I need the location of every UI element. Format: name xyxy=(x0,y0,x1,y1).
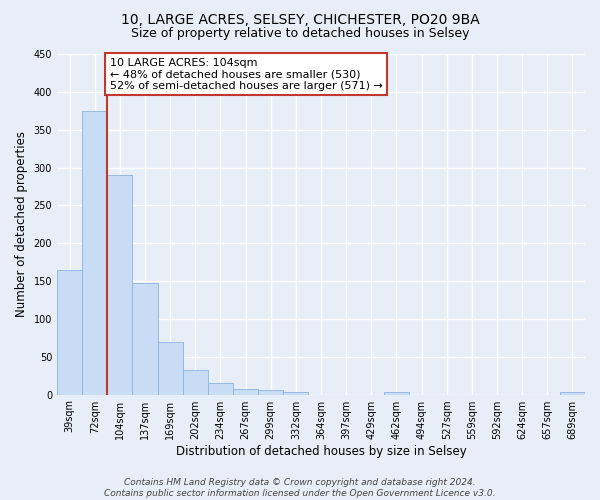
X-axis label: Distribution of detached houses by size in Selsey: Distribution of detached houses by size … xyxy=(176,444,466,458)
Bar xyxy=(158,342,183,394)
Bar xyxy=(560,392,585,394)
Bar xyxy=(208,383,233,394)
Bar xyxy=(384,392,409,394)
Text: Contains HM Land Registry data © Crown copyright and database right 2024.
Contai: Contains HM Land Registry data © Crown c… xyxy=(104,478,496,498)
Bar xyxy=(107,175,133,394)
Bar xyxy=(233,390,258,394)
Text: Size of property relative to detached houses in Selsey: Size of property relative to detached ho… xyxy=(131,28,469,40)
Bar xyxy=(258,390,283,394)
Bar xyxy=(57,270,82,394)
Bar xyxy=(283,392,308,394)
Text: 10, LARGE ACRES, SELSEY, CHICHESTER, PO20 9BA: 10, LARGE ACRES, SELSEY, CHICHESTER, PO2… xyxy=(121,12,479,26)
Bar xyxy=(183,370,208,394)
Text: 10 LARGE ACRES: 104sqm
← 48% of detached houses are smaller (530)
52% of semi-de: 10 LARGE ACRES: 104sqm ← 48% of detached… xyxy=(110,58,383,91)
Bar xyxy=(82,111,107,395)
Bar xyxy=(133,282,158,395)
Y-axis label: Number of detached properties: Number of detached properties xyxy=(15,132,28,318)
